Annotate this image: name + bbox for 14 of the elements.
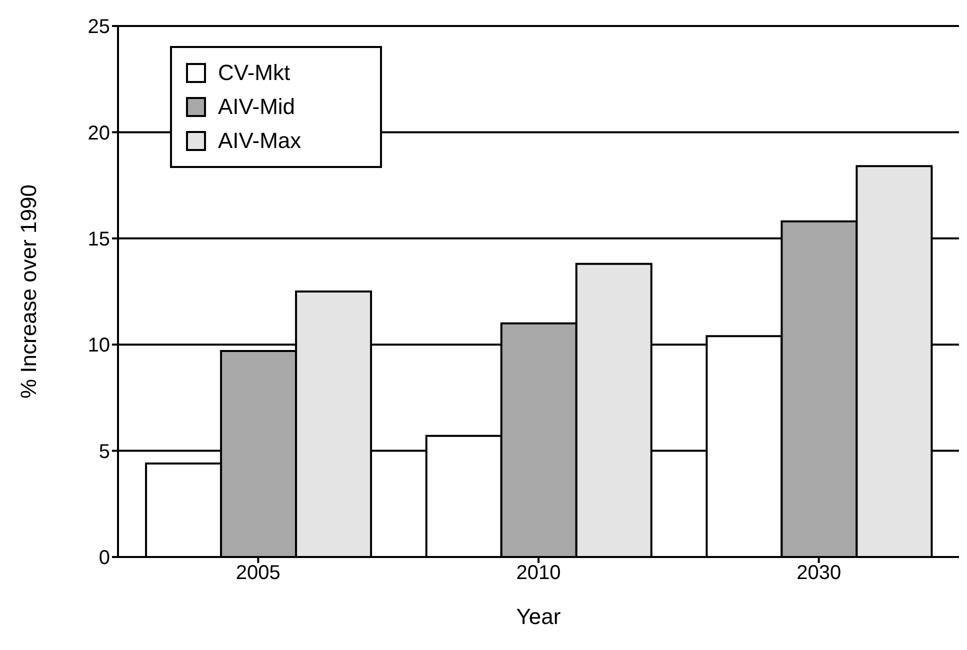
y-tick-label: 0: [98, 547, 110, 570]
y-tick-label: 15: [88, 228, 110, 250]
x-tick-label: 2030: [796, 562, 842, 584]
y-axis-title: % Increase over 1990: [16, 184, 41, 399]
x-tick-label: 2005: [236, 562, 280, 584]
legend-label: AIV-Mid: [218, 94, 296, 120]
y-tick-label: 10: [88, 334, 110, 357]
y-tick-label: 25: [88, 16, 110, 38]
x-tick-label: 2010: [516, 562, 561, 584]
legend-label: CV-Mkt: [218, 60, 290, 86]
y-tick-label: 5: [98, 440, 110, 463]
x-axis-title: Year: [516, 604, 561, 629]
legend-label: AIV-Max: [218, 128, 302, 154]
y-tick-label: 20: [88, 122, 110, 144]
